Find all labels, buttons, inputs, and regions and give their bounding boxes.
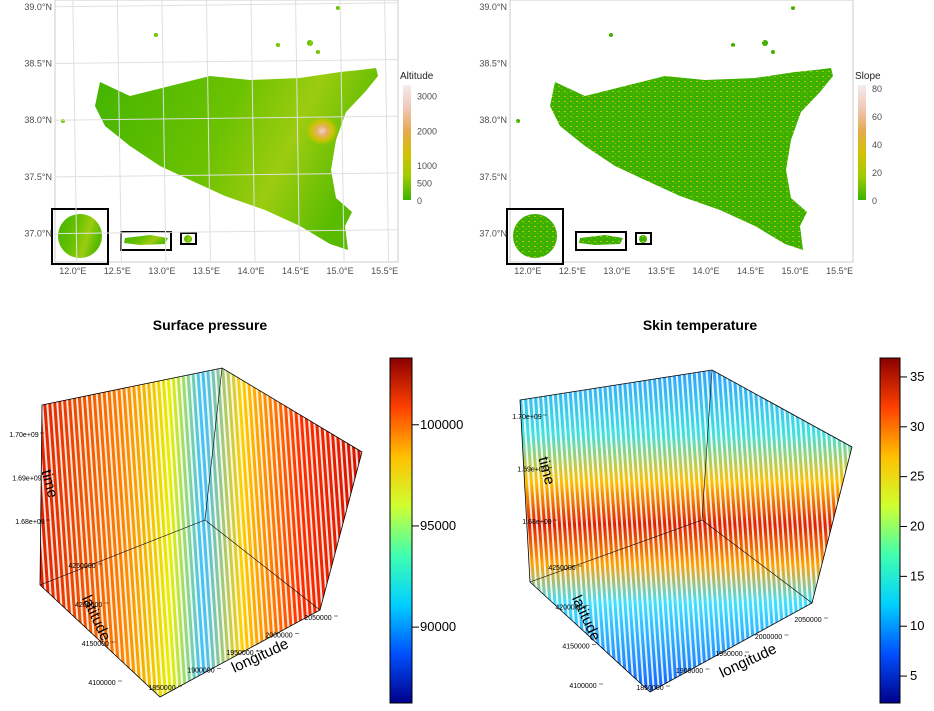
y-tick-label: 38.0°N xyxy=(24,115,52,125)
x-tick-label: 12.0°E xyxy=(59,266,86,276)
x-tick-label: 14.0°E xyxy=(237,266,264,276)
tick-label: 1900000 xyxy=(187,668,214,675)
tick-label: 1.70e+09 xyxy=(512,414,541,421)
y-tick-label: 37.0°N xyxy=(479,229,507,239)
x-tick-label: 13.0°E xyxy=(603,266,630,276)
colorbar-label: 15 xyxy=(910,568,924,583)
etna xyxy=(306,117,338,145)
y-tick-label: 39.0°N xyxy=(24,2,52,12)
colorbar-label: 5 xyxy=(910,668,917,683)
tick-label: 1.68e+09 xyxy=(15,519,44,526)
tick-label: 1850000 xyxy=(636,685,663,692)
figure: 12.0°E 12.5°E 13.0°E 13.5°E 14.0°E 14.5°E 15.0… xyxy=(0,0,934,706)
tick-label: 1.68e+09 xyxy=(522,519,551,526)
x-tick-label: 14.5°E xyxy=(737,266,764,276)
x-tick-label: 13.5°E xyxy=(648,266,675,276)
tick-label: 4150000 xyxy=(562,644,589,651)
colorbar-label: 20 xyxy=(910,519,924,534)
x-tick-label: 12.5°E xyxy=(559,266,586,276)
colorbar xyxy=(403,85,411,200)
x-tick-label: 13.5°E xyxy=(193,266,220,276)
colorbar xyxy=(858,85,866,200)
colorbar-label: 80 xyxy=(872,84,882,94)
x-tick-label: 12.5°E xyxy=(104,266,131,276)
map-panel xyxy=(507,0,853,264)
y-tick-label: 37.5°N xyxy=(479,172,507,182)
y-tick-label: 39.0°N xyxy=(479,2,507,12)
y-tick-label: 38.5°N xyxy=(24,59,52,69)
tick-label: 2050000 xyxy=(304,615,331,622)
x-tick-label: 12.0°E xyxy=(514,266,541,276)
tick-label: 4100000 xyxy=(569,683,596,690)
colorbar-label: 2000 xyxy=(417,126,437,136)
colorbar-label: 10 xyxy=(910,618,924,633)
tick-label: 4150000 xyxy=(82,641,109,648)
tick-label: 1900000 xyxy=(676,668,703,675)
colorbar-label: 25 xyxy=(910,469,924,484)
tick-label: 4250000 xyxy=(68,563,95,570)
colorbar xyxy=(880,358,900,703)
colorbar-label: 60 xyxy=(872,112,882,122)
tick-label: 1.69e+09 xyxy=(12,476,41,483)
colorbar-label: 3000 xyxy=(417,91,437,101)
chart-title: Skin temperature xyxy=(643,317,758,333)
colorbar-label: 500 xyxy=(417,179,432,189)
y-tick-label: 37.0°N xyxy=(24,229,52,239)
y-tick-label: 38.0°N xyxy=(479,115,507,125)
tick-label: 1.70e+09 xyxy=(9,432,38,439)
x-tick-label: 15.0°E xyxy=(327,266,354,276)
x-tick-label: 15.5°E xyxy=(826,266,853,276)
colorbar-label: 35 xyxy=(910,369,924,384)
colorbar-label: 0 xyxy=(417,196,422,206)
page: {"chart_data": [ {"type": "map", "legend… xyxy=(0,0,934,711)
x-tick-label: 14.5°E xyxy=(282,266,309,276)
x-tick-label: 15.0°E xyxy=(782,266,809,276)
tick-label: 4250000 xyxy=(548,565,575,572)
chart-title: Surface pressure xyxy=(153,317,268,333)
map-panel xyxy=(52,0,398,264)
x-tick-label: 15.5°E xyxy=(371,266,398,276)
colorbar-label: 0 xyxy=(872,196,877,206)
colorbar-label: 30 xyxy=(910,419,924,434)
cube xyxy=(40,365,365,700)
colorbar-label: 90000 xyxy=(420,619,456,634)
x-tick-label: 14.0°E xyxy=(692,266,719,276)
y-tick-label: 38.5°N xyxy=(479,59,507,69)
x-tick-label: 13.0°E xyxy=(148,266,175,276)
tick-label: 1850000 xyxy=(148,685,175,692)
tick-label: 2050000 xyxy=(794,617,821,624)
colorbar-label: 95000 xyxy=(420,518,456,533)
colorbar-label: 100000 xyxy=(420,417,463,432)
colorbar-label: 1000 xyxy=(417,161,437,171)
colorbar xyxy=(390,358,412,703)
tick-label: 2000000 xyxy=(755,634,782,641)
colorbar-label: 40 xyxy=(872,140,882,150)
tick-label: 4100000 xyxy=(88,680,115,687)
colorbar-label: 20 xyxy=(872,168,882,178)
legend-title: Slope xyxy=(855,71,881,82)
y-tick-label: 37.5°N xyxy=(24,172,52,182)
legend-title: Altitude xyxy=(400,71,434,82)
